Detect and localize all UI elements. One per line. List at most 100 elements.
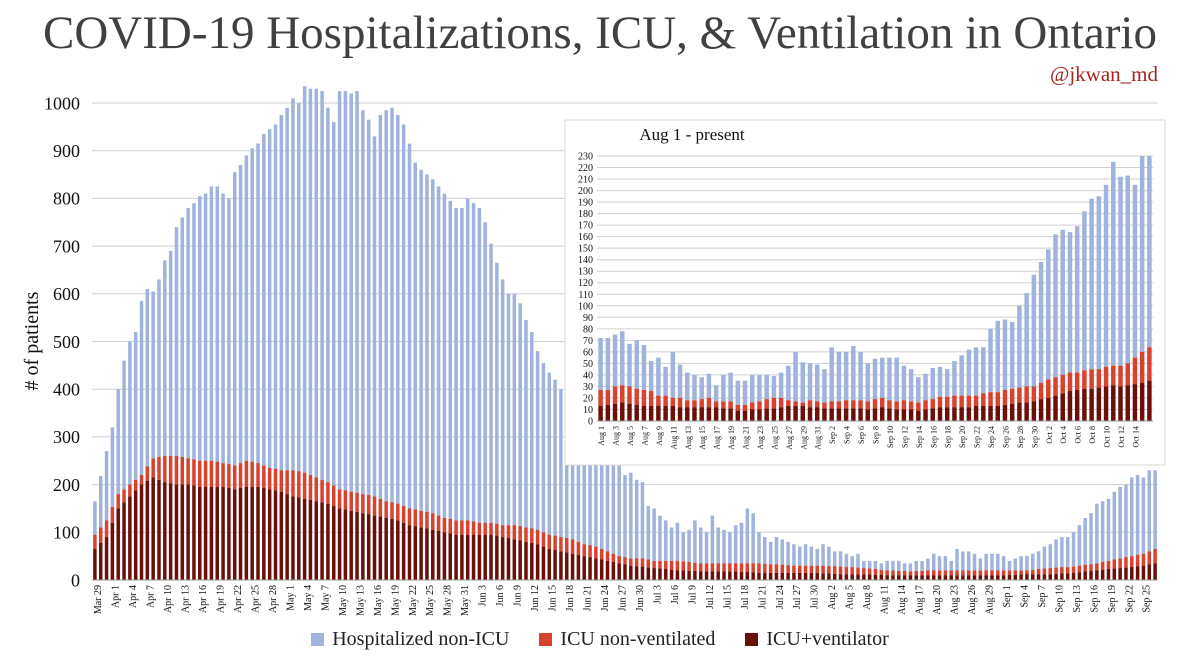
inset-bar-non-icu: [966, 349, 972, 396]
main-bar-icu-nonvent: [1013, 570, 1018, 575]
main-bar-non-icu: [1141, 477, 1146, 554]
main-bar-icu-vent: [267, 489, 272, 580]
inset-bar-non-icu: [786, 365, 791, 401]
main-bar-non-icu: [506, 293, 511, 526]
main-bar-icu-vent: [297, 497, 301, 580]
inset-x-tick-label: Oct 12: [1117, 426, 1126, 448]
inset-bar-icu-nonvent: [648, 391, 654, 407]
inset-bar-non-icu: [692, 374, 697, 401]
inset-bar-icu-vent: [1103, 386, 1109, 421]
main-bar-icu-nonvent: [664, 560, 668, 570]
main-bar-non-icu: [1106, 498, 1111, 561]
main-bar-non-icu: [396, 114, 400, 504]
inset-x-tick-label: Sep 30: [1030, 426, 1039, 448]
inset-bar-icu-vent: [605, 404, 611, 421]
main-bar-icu-nonvent: [850, 567, 854, 575]
inset-bar-non-icu: [887, 357, 892, 401]
main-bar-icu-nonvent: [116, 494, 120, 509]
main-bar-non-icu: [955, 548, 959, 571]
inset-x-tick-label: Aug 17: [713, 426, 722, 450]
inset-x-tick-label: Sep 26: [1001, 426, 1010, 448]
inset-bar-non-icu: [793, 351, 798, 402]
main-x-tick-label: May 28: [443, 585, 454, 616]
main-bar-icu-nonvent: [384, 501, 388, 518]
inset-y-tick-label: 200: [578, 186, 593, 197]
inset-bar-icu-nonvent: [670, 397, 676, 407]
main-y-tick-label: 800: [53, 189, 80, 209]
main-bar-non-icu: [460, 207, 464, 521]
main-bar-icu-nonvent: [541, 532, 546, 547]
main-bar-non-icu: [1042, 546, 1047, 569]
main-bar-icu-nonvent: [454, 520, 458, 535]
main-x-tick-label: Aug 29: [984, 585, 995, 615]
main-bar-icu-nonvent: [920, 570, 924, 576]
main-bar-icu-nonvent: [1135, 554, 1140, 567]
main-bar-icu-vent: [646, 567, 651, 580]
main-bar-non-icu: [1135, 475, 1140, 555]
main-x-tick-label: May 25: [425, 585, 436, 616]
main-bar-non-icu: [407, 143, 412, 509]
main-bar-non-icu: [658, 515, 662, 561]
main-bar-icu-nonvent: [157, 456, 161, 480]
main-bar-icu-nonvent: [425, 511, 429, 529]
main-bar-icu-vent: [978, 575, 983, 580]
main-bar-icu-nonvent: [605, 551, 610, 561]
main-bar-icu-nonvent: [570, 539, 575, 554]
main-bar-icu-vent: [518, 540, 522, 580]
main-x-tick-label: Apr 28: [268, 585, 279, 613]
main-bar-icu-nonvent: [331, 485, 336, 507]
main-bar-icu-vent: [384, 517, 388, 580]
main-bar-icu-vent: [331, 506, 336, 580]
main-bar-icu-vent: [827, 573, 831, 580]
main-bar-icu-vent: [1048, 574, 1052, 580]
main-bar-icu-nonvent: [238, 463, 243, 488]
main-bar-icu-vent: [757, 572, 761, 580]
main-bar-icu-vent: [215, 486, 219, 580]
inset-bar-non-icu: [923, 373, 928, 401]
main-x-tick-label: Sep 7: [1037, 585, 1048, 608]
main-bar-non-icu: [565, 401, 569, 539]
inset-x-tick-label: Sep 4: [843, 426, 852, 444]
main-bar-icu-nonvent: [244, 460, 249, 487]
inset-bar-icu-vent: [930, 408, 936, 421]
main-bar-icu-vent: [535, 544, 540, 580]
main-bar-non-icu: [996, 553, 1000, 571]
main-x-tick-label: Jul 21: [757, 585, 768, 609]
inset-bar-icu-nonvent: [663, 395, 668, 407]
main-bar-icu-vent: [1031, 574, 1035, 580]
main-bar-icu-nonvent: [285, 470, 289, 495]
main-bar-icu-nonvent: [1077, 565, 1082, 573]
main-bar-icu-vent: [93, 548, 97, 580]
main-bar-icu-nonvent: [803, 565, 808, 573]
inset-y-tick-label: 180: [578, 209, 593, 220]
main-bar-non-icu: [419, 169, 423, 511]
main-x-tick-label: Jul 9: [687, 585, 698, 604]
main-bar-icu-nonvent: [1130, 556, 1134, 567]
main-bar-icu-nonvent: [232, 465, 237, 490]
main-bar-non-icu: [926, 558, 930, 571]
main-bar-icu-vent: [774, 572, 779, 580]
main-bar-icu-vent: [489, 534, 493, 580]
main-bar-icu-vent: [798, 572, 802, 580]
main-y-tick-label: 1000: [44, 93, 80, 113]
main-bar-icu-nonvent: [996, 570, 1000, 576]
inset-x-tick-label: Sep 14: [915, 426, 924, 448]
main-bar-icu-nonvent: [291, 470, 295, 497]
main-bar-icu-nonvent: [786, 565, 790, 573]
inset-bar-non-icu: [1132, 184, 1138, 358]
main-bar-icu-vent: [186, 484, 190, 580]
main-bar-non-icu: [151, 291, 155, 459]
main-bar-icu-vent: [1013, 574, 1018, 580]
main-bar-icu-nonvent: [867, 568, 872, 575]
main-bar-non-icu: [384, 110, 388, 502]
inset-bar-icu-nonvent: [677, 397, 683, 408]
main-bar-icu-vent: [372, 515, 377, 580]
main-bar-non-icu: [1118, 486, 1122, 559]
inset-bar-non-icu: [757, 374, 762, 402]
main-bar-icu-vent: [454, 534, 458, 580]
main-bar-icu-nonvent: [128, 484, 132, 497]
inset-bar-icu-nonvent: [1031, 386, 1037, 402]
main-bar-icu-nonvent: [180, 456, 185, 485]
inset-bar-icu-vent: [843, 408, 849, 421]
